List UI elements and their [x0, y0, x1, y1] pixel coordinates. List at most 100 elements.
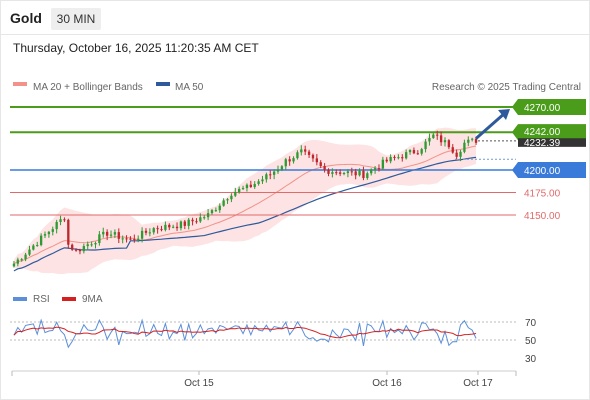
candle-body	[401, 157, 404, 159]
candle-body	[261, 179, 264, 182]
candle-body	[335, 172, 338, 174]
level-tag-label-4200.00: 4200.00	[524, 166, 561, 177]
rsi-ma-legend-label: 9MA	[82, 294, 103, 305]
candle-body	[133, 238, 136, 240]
candle-body	[82, 246, 86, 252]
x-axis: Oct 15 Oct 16 Oct 17	[11, 371, 517, 389]
candle-body	[385, 159, 388, 162]
candle-body	[125, 238, 128, 240]
level-tag-top-label-4242: 4242.00	[524, 127, 561, 138]
rsi-legend-swatch	[13, 297, 27, 301]
candle-body	[36, 245, 39, 247]
candle-body	[71, 244, 74, 250]
level-tag-4270.00	[512, 99, 586, 115]
ma20-legend-swatch	[13, 82, 27, 86]
candle-body	[381, 159, 385, 169]
candle-body	[459, 151, 462, 157]
level-label-4175.00: 4175.00	[524, 189, 561, 200]
candle-body	[366, 173, 369, 179]
ma50-line	[13, 156, 477, 272]
candle-body	[152, 228, 155, 233]
candle-body	[191, 219, 194, 222]
candle-body	[331, 172, 334, 174]
level-tag-4200.00	[512, 162, 586, 178]
candle-body	[311, 154, 315, 159]
candle-body	[148, 232, 152, 234]
candle-body	[94, 242, 97, 245]
candle-body	[226, 199, 229, 201]
candle-body	[432, 134, 435, 138]
candle-body	[393, 156, 396, 158]
candle-body	[412, 150, 416, 154]
x-tick-label: Oct 16	[372, 378, 402, 389]
current-price-label: 4232.39	[524, 138, 561, 149]
candle-body	[187, 219, 190, 226]
ma20-line	[13, 145, 477, 265]
candle-body	[319, 162, 322, 166]
bollinger-band-fill	[13, 127, 477, 275]
candle-body	[199, 217, 202, 222]
outlook-arrow-head	[498, 109, 510, 120]
candle-body	[39, 235, 43, 246]
candle-body	[362, 170, 365, 179]
candle-body	[354, 171, 357, 176]
candle-body	[269, 174, 272, 176]
candle-body	[164, 224, 167, 230]
candle-body	[463, 142, 466, 152]
rsi-ma-line	[13, 326, 477, 339]
rsi-ma-legend-swatch	[62, 297, 76, 301]
candle-body	[28, 249, 31, 255]
candle-body	[451, 147, 454, 153]
candle-body	[474, 138, 478, 143]
candle-body	[51, 229, 54, 232]
rsi-panel: 70 50 30	[10, 318, 537, 365]
timeframe-button[interactable]: 30 MIN	[51, 8, 101, 30]
candle-body	[373, 168, 377, 170]
ma50-legend-label: MA 50	[175, 82, 204, 93]
candle-body	[78, 249, 82, 252]
price-tags: 4270.00 4242.00 4200.00 4175.00 4150.00 4232.…	[475, 99, 586, 222]
level-tag-label-4270.00: 4270.00	[524, 103, 561, 114]
candle-body	[424, 141, 427, 150]
candle-body	[408, 150, 412, 153]
candle-body	[144, 230, 148, 233]
candle-body	[121, 238, 124, 240]
candle-body	[350, 171, 353, 173]
candle-body	[156, 228, 159, 230]
candle-body	[257, 181, 260, 184]
rsi-level-label-70: 70	[525, 318, 537, 329]
candle-body	[195, 221, 198, 223]
candle-body	[377, 168, 381, 170]
candle-body	[168, 224, 171, 228]
candle-body	[222, 200, 225, 206]
candle-body	[238, 188, 241, 193]
candle-body	[416, 153, 419, 155]
candle-body	[439, 135, 443, 143]
candle-body	[67, 219, 70, 245]
candle-body	[140, 230, 144, 239]
candle-body	[471, 138, 474, 140]
candle-body	[315, 158, 319, 163]
bollinger-band-area	[13, 127, 477, 275]
candle-body	[218, 205, 221, 211]
candle-body	[455, 152, 458, 157]
candle-body	[98, 234, 101, 243]
candle-body	[113, 232, 117, 235]
candle-body	[59, 219, 62, 222]
research-credit: Research © 2025 Trading Central	[432, 82, 581, 93]
chart-datetime: Thursday, October 16, 2025 11:20:35 AM C…	[13, 41, 259, 55]
candle-body	[358, 170, 361, 176]
candle-body	[300, 149, 303, 153]
candle-body	[109, 234, 113, 236]
candle-body	[304, 149, 307, 152]
candle-body	[307, 151, 311, 155]
candle-body	[296, 152, 299, 159]
candle-body	[292, 158, 295, 162]
candle-body	[467, 139, 470, 143]
candle-body	[284, 159, 287, 167]
candle-body	[436, 134, 439, 136]
candle-body	[12, 263, 16, 267]
candle-body	[20, 259, 23, 261]
candle-body	[43, 234, 47, 236]
